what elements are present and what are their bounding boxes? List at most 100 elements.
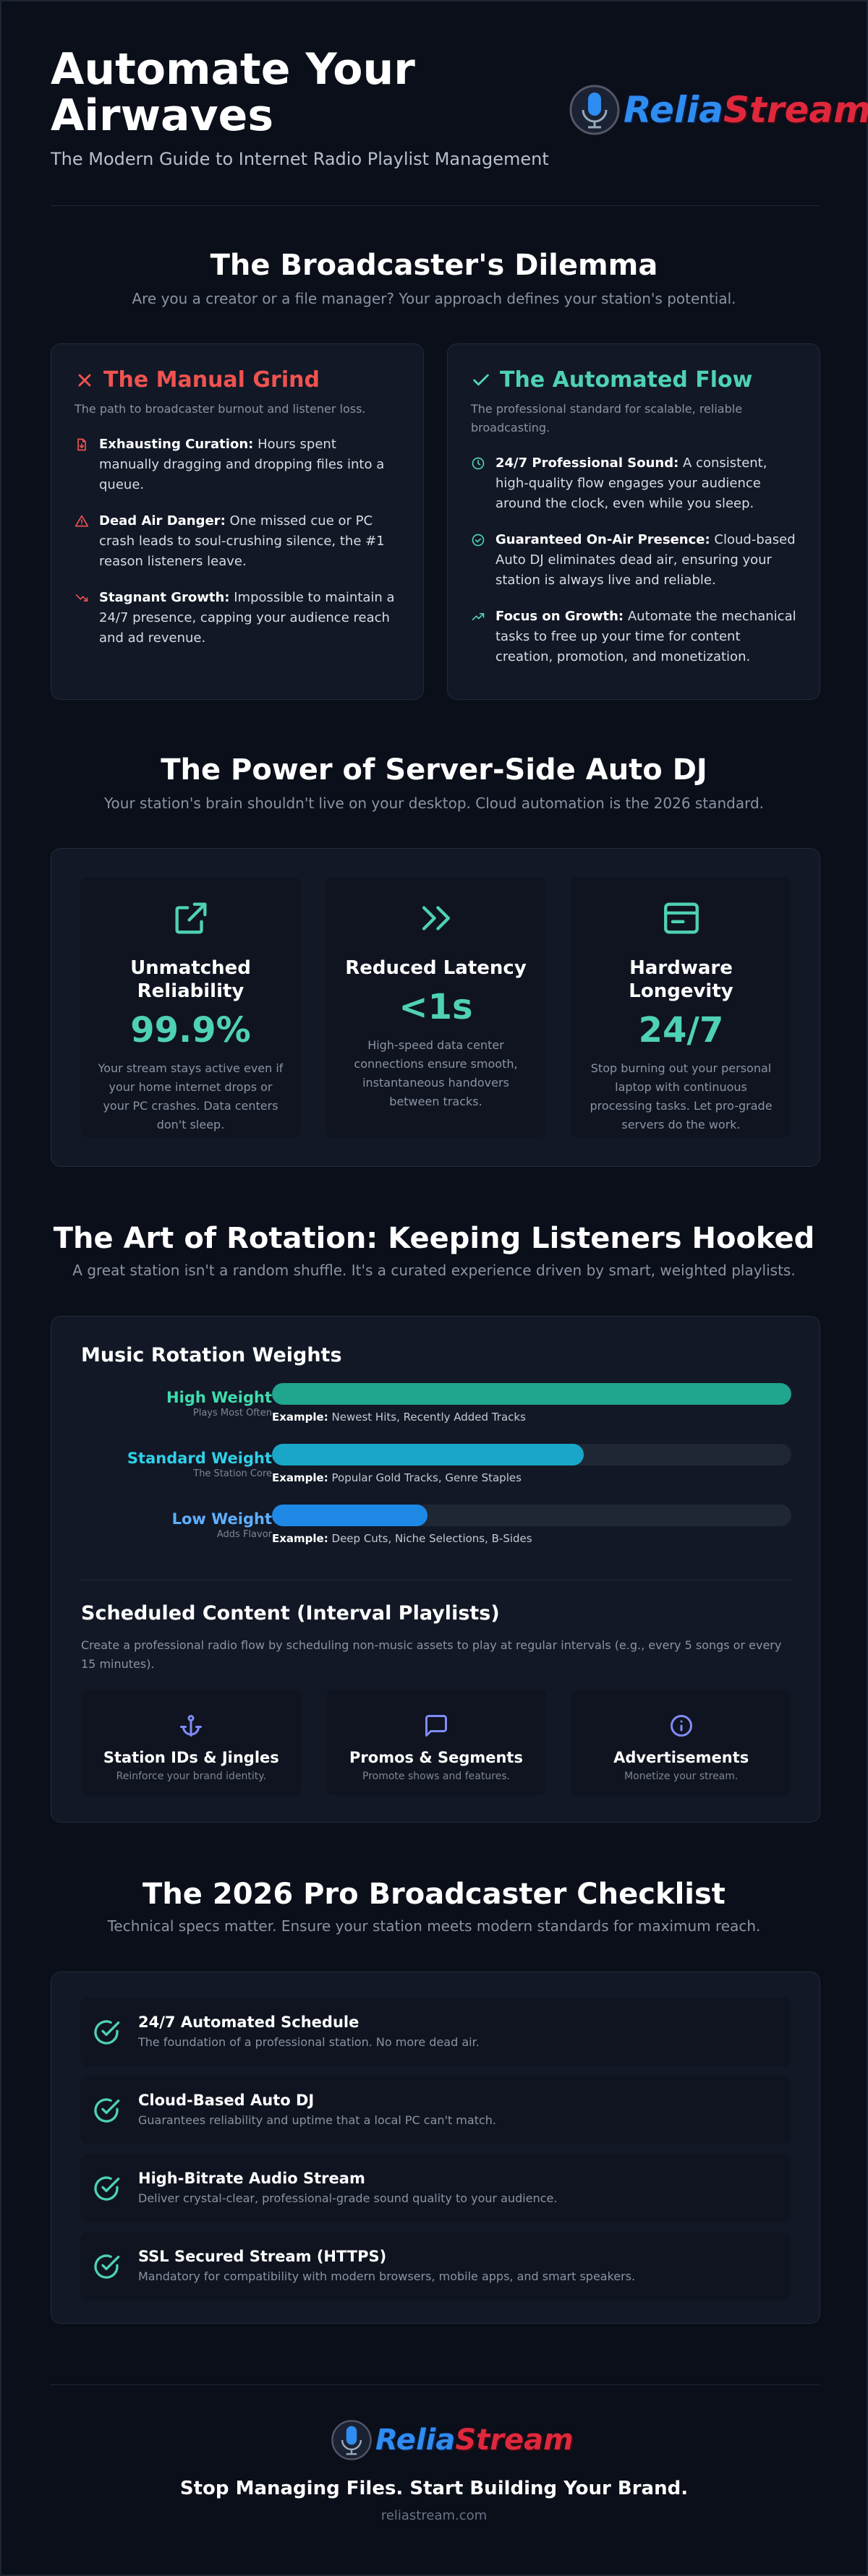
weight-label: Standard Weight The Station Core <box>127 1450 272 1479</box>
logo-text: Relia <box>375 2423 456 2457</box>
divider <box>51 205 820 206</box>
section-title: The Broadcaster's Dilemma <box>210 249 658 282</box>
icon <box>94 2176 120 2201</box>
weight-bar <box>272 1383 791 1405</box>
list-item-label: Focus on Growth: <box>495 609 624 624</box>
stat-title: Hardware Longevity <box>629 957 733 1002</box>
list-item-label: Exhausting Curation: <box>99 437 254 452</box>
list-item-body: Impossible to maintain a 24/7 presence, … <box>99 590 395 646</box>
list-item-body: One missed cue or PC crash leads to soul… <box>99 513 385 569</box>
weight-row: High Weight Plays Most Often Example: Newe… <box>81 1383 791 1439</box>
icon <box>472 457 485 470</box>
checklist-description: The foundation of a professional station… <box>138 2035 480 2049</box>
example-label: Example: <box>272 1532 328 1545</box>
section-title: The Power of Server-Side Auto DJ <box>161 753 707 787</box>
card-title: The Automated Flow <box>471 367 796 393</box>
checklist-title: Cloud-Based Auto DJ <box>138 2092 315 2109</box>
subsection-title: Music Rotation Weights <box>81 1344 342 1366</box>
list-item: Focus on Growth: Automate the mechanical… <box>471 607 796 667</box>
icon <box>75 594 88 602</box>
icon <box>180 1715 203 1737</box>
list-item-label: Dead Air Danger: <box>99 513 226 529</box>
example-text: Popular Gold Tracks, Genre Staples <box>331 1471 522 1484</box>
icon <box>473 374 489 385</box>
list-item-label: Guaranteed On-Air Presence: <box>495 532 710 547</box>
card-title: The Manual Grind <box>75 367 400 393</box>
section-subtitle: Your station's brain shouldn't live on y… <box>104 795 764 812</box>
weight-example: Example: Deep Cuts, Niche Selections, B-… <box>272 1532 532 1545</box>
icon <box>94 2020 120 2045</box>
icon <box>472 613 485 620</box>
card-description: The professional standard for scalable, … <box>471 402 743 435</box>
list-item-label: Stagnant Growth: <box>99 590 230 605</box>
weight-track <box>272 1383 791 1405</box>
scheduled-title: Station IDs & Jingles <box>103 1749 279 1766</box>
list-item-text: Focus on Growth: Automate the mechanical… <box>495 607 796 667</box>
stat-title: Reduced Latency <box>345 957 527 979</box>
comparison-card: The Manual Grind The path to broadcaster … <box>51 343 424 700</box>
stats-card: Unmatched Reliability 99.9% Your stream st… <box>51 848 820 1167</box>
section-title: The Art of Rotation: Keeping Listeners H… <box>53 1222 815 1255</box>
icon <box>174 902 207 934</box>
example-label: Example: <box>272 1471 328 1484</box>
checklist-item: Cloud-Based Auto DJ Guarantees reliabilit… <box>80 2076 791 2144</box>
logo-icon <box>569 85 620 135</box>
section-subtitle: Are you a creator or a file manager? You… <box>132 290 736 307</box>
weight-bar <box>272 1505 428 1526</box>
stat-card: Reduced Latency <1s High-speed data center… <box>326 877 546 1137</box>
list-item: Exhausting Curation: Hours spent manuall… <box>75 435 400 495</box>
icon <box>422 906 450 930</box>
footer-url: reliastream.com <box>380 2508 488 2523</box>
stat-title: Unmatched Reliability <box>130 957 251 1002</box>
list-item-body: Cloud-based Auto DJ eliminates dead air,… <box>495 532 796 588</box>
stat-description: Stop burning out your personal laptop wi… <box>590 1061 773 1131</box>
scheduled-title: Promos & Segments <box>349 1749 523 1766</box>
weight-row: Standard Weight The Station Core Example: … <box>81 1444 791 1500</box>
section-subtitle: A great station isn't a random shuffle. … <box>72 1262 796 1279</box>
stat-card: Unmatched Reliability 99.9% Your stream st… <box>80 877 301 1137</box>
weight-label: High Weight Plays Most Often <box>166 1389 272 1418</box>
checklist-card: 24/7 Automated Schedule The foundation of… <box>51 1972 820 2324</box>
weight-example: Example: Popular Gold Tracks, Genre Stap… <box>272 1471 522 1484</box>
subsection-description: Create a professional radio flow by sche… <box>81 1638 782 1671</box>
scheduled-item: Promos & Segments Promote shows and featu… <box>326 1690 547 1795</box>
scheduled-items: Station IDs & Jingles Reinforce your bran… <box>81 1690 792 1795</box>
list-item-body: Hours spent manually dragging and droppi… <box>99 437 385 492</box>
scheduled-item: Advertisements Monetize your stream. <box>571 1690 792 1795</box>
weight-sublabel: Plays Most Often <box>192 1408 272 1418</box>
weights: High Weight Plays Most Often Example: Newe… <box>81 1383 791 1577</box>
weight-track <box>272 1505 791 1526</box>
section-title: The 2026 Pro Broadcaster Checklist <box>142 1878 726 1911</box>
stat-description: High-speed data center connections ensur… <box>354 1038 518 1108</box>
weight-track <box>272 1444 791 1465</box>
card-title-text: The Manual Grind <box>103 367 320 393</box>
scheduled-description: Reinforce your brand identity. <box>116 1771 267 1782</box>
scheduled-item: Station IDs & Jingles Reinforce your bran… <box>81 1690 302 1795</box>
weight-label: Low Weight Adds Flavor <box>172 1510 272 1540</box>
icon <box>670 1715 692 1737</box>
checklist-description: Mandatory for compatibility with modern … <box>138 2269 636 2283</box>
weight-bar <box>272 1444 584 1465</box>
weight-name: Standard Weight <box>127 1450 272 1467</box>
list-item-text: Dead Air Danger: One missed cue or PC cr… <box>99 511 400 572</box>
scheduled-title: Advertisements <box>613 1749 749 1766</box>
logo-text: Relia <box>624 89 723 131</box>
list-item: Guaranteed On-Air Presence: Cloud-based … <box>471 530 796 591</box>
stat-card: Hardware Longevity 24/7 Stop burning out y… <box>571 877 791 1137</box>
example-text: Deep Cuts, Niche Selections, B-Sides <box>331 1532 532 1545</box>
weight-row: Low Weight Adds Flavor Example: Deep Cuts,… <box>81 1505 791 1561</box>
page-title: Automate Your Airwaves <box>51 44 415 141</box>
list-item: Stagnant Growth: Impossible to maintain … <box>75 588 400 649</box>
example-text: Newest Hits, Recently Added Tracks <box>331 1411 526 1424</box>
checklist-title: SSL Secured Stream (HTTPS) <box>138 2248 387 2265</box>
weight-example: Example: Newest Hits, Recently Added Tra… <box>272 1411 526 1424</box>
list-item-text: Exhausting Curation: Hours spent manuall… <box>99 435 400 495</box>
icon <box>94 2098 120 2123</box>
checklist-item: High-Bitrate Audio Stream Deliver crystal… <box>80 2154 791 2222</box>
logo-icon <box>331 2420 372 2460</box>
checklist-item: 24/7 Automated Schedule The foundation of… <box>80 1998 791 2066</box>
list-item-body: Automate the mechanical tasks to free up… <box>495 609 796 664</box>
stat-description: Your stream stays active even if your ho… <box>98 1061 284 1131</box>
divider <box>51 2384 820 2385</box>
